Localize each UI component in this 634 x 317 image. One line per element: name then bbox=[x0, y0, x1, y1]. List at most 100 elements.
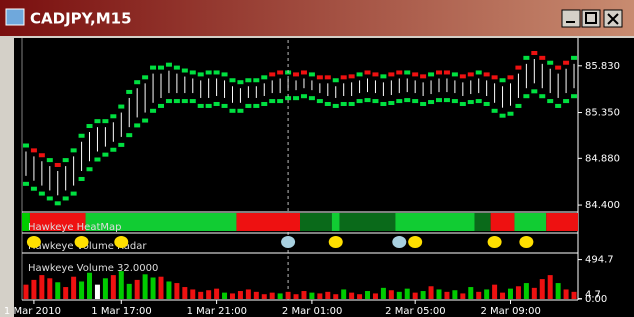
band-mark bbox=[79, 134, 85, 138]
band-mark bbox=[190, 70, 196, 74]
x-tick-label: 2 Mar 09:00 bbox=[480, 306, 540, 317]
volume-bar bbox=[548, 275, 553, 299]
volume-bar bbox=[325, 292, 330, 299]
band-mark bbox=[412, 72, 418, 76]
volume-bar bbox=[151, 278, 156, 300]
band-mark bbox=[476, 70, 482, 74]
band-mark bbox=[31, 187, 37, 191]
band-mark bbox=[87, 167, 93, 171]
volume-bar bbox=[421, 291, 426, 299]
volume-bar bbox=[444, 292, 449, 299]
volume-bar bbox=[159, 277, 164, 299]
band-mark bbox=[237, 80, 243, 84]
band-mark bbox=[102, 153, 108, 157]
band-mark bbox=[293, 72, 299, 76]
band-mark bbox=[102, 119, 108, 123]
y-tick-label: 85.350 bbox=[585, 108, 620, 119]
band-mark bbox=[444, 98, 450, 102]
band-mark bbox=[39, 192, 45, 196]
band-mark bbox=[428, 72, 434, 76]
band-mark bbox=[365, 70, 371, 74]
band-mark bbox=[492, 75, 498, 79]
band-mark bbox=[325, 75, 331, 79]
band-mark bbox=[222, 104, 228, 108]
band-mark bbox=[547, 61, 553, 65]
band-mark bbox=[253, 104, 259, 108]
maximize-button[interactable] bbox=[582, 10, 600, 27]
y-tick-label: 84.880 bbox=[585, 153, 620, 164]
band-mark bbox=[206, 104, 212, 108]
chart-area[interactable] bbox=[14, 38, 634, 317]
y-tick-label: 494.7 bbox=[585, 255, 614, 266]
band-mark bbox=[118, 105, 124, 109]
band-mark bbox=[182, 99, 188, 103]
band-mark bbox=[452, 72, 458, 76]
volume-bar bbox=[365, 291, 370, 299]
volume-bar bbox=[230, 293, 235, 299]
band-mark bbox=[444, 70, 450, 74]
band-mark bbox=[214, 102, 220, 106]
band-mark bbox=[531, 89, 537, 93]
volume-bar bbox=[182, 287, 187, 299]
band-mark bbox=[309, 72, 315, 76]
volume-bar bbox=[564, 289, 569, 299]
volume-bar bbox=[47, 278, 52, 299]
band-mark bbox=[492, 109, 498, 113]
band-mark bbox=[333, 78, 339, 82]
volume-bar bbox=[476, 292, 481, 299]
band-mark bbox=[142, 119, 148, 123]
volume-bar bbox=[556, 283, 561, 299]
band-mark bbox=[372, 72, 378, 76]
band-mark bbox=[341, 102, 347, 106]
heatmap-segment bbox=[395, 213, 474, 231]
band-mark bbox=[23, 144, 29, 148]
band-mark bbox=[134, 123, 140, 127]
close-button[interactable] bbox=[604, 10, 622, 27]
band-mark bbox=[245, 104, 251, 108]
volume-bar bbox=[309, 293, 314, 299]
band-mark bbox=[47, 158, 53, 162]
band-mark bbox=[349, 102, 355, 106]
band-mark bbox=[110, 114, 116, 118]
panel-label: Hawkeye Volume 32.0000 bbox=[28, 263, 158, 274]
band-mark bbox=[87, 124, 93, 128]
band-mark bbox=[460, 74, 466, 78]
volume-bar bbox=[87, 273, 92, 299]
x-tick-label: 2 Mar 05:00 bbox=[385, 306, 445, 317]
radar-dot bbox=[408, 236, 422, 248]
band-mark bbox=[317, 99, 323, 103]
band-mark bbox=[476, 99, 482, 103]
radar-dot bbox=[75, 236, 89, 248]
heatmap-segment bbox=[332, 213, 340, 231]
heatmap-segment bbox=[546, 213, 578, 231]
band-mark bbox=[452, 99, 458, 103]
band-mark bbox=[571, 94, 577, 98]
band-mark bbox=[301, 94, 307, 98]
volume-bar bbox=[317, 293, 322, 299]
band-mark bbox=[63, 158, 69, 162]
minimize-button[interactable] bbox=[562, 10, 580, 27]
band-mark bbox=[325, 102, 331, 106]
band-mark bbox=[214, 70, 220, 74]
band-mark bbox=[388, 72, 394, 76]
band-mark bbox=[126, 133, 132, 137]
band-mark bbox=[412, 99, 418, 103]
band-mark bbox=[118, 143, 124, 147]
heatmap-segment bbox=[475, 213, 491, 231]
volume-bar bbox=[492, 285, 497, 299]
band-mark bbox=[71, 148, 77, 152]
band-mark bbox=[372, 99, 378, 103]
band-mark bbox=[357, 99, 363, 103]
band-mark bbox=[253, 78, 259, 82]
band-mark bbox=[436, 70, 442, 74]
band-mark bbox=[206, 70, 212, 74]
band-mark bbox=[174, 66, 180, 70]
volume-bar bbox=[174, 283, 179, 299]
app-icon bbox=[6, 9, 24, 25]
volume-bar bbox=[405, 289, 410, 299]
band-mark bbox=[341, 75, 347, 79]
band-mark bbox=[277, 70, 283, 74]
volume-bar bbox=[71, 277, 76, 299]
band-mark bbox=[563, 61, 569, 65]
volume-bar bbox=[270, 293, 275, 299]
